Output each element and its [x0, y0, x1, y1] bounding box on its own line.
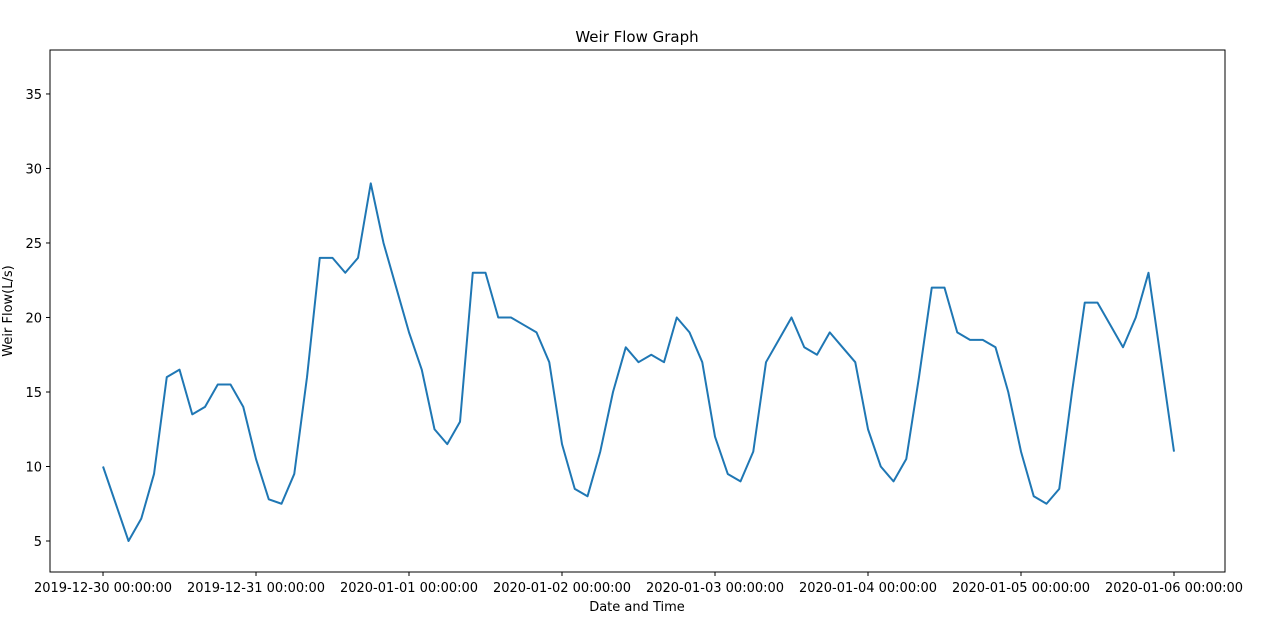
x-tick-label: 2020-01-05 00:00:00 — [952, 581, 1090, 596]
x-tick-label: 2020-01-06 00:00:00 — [1105, 581, 1243, 596]
y-tick-label: 25 — [25, 237, 42, 252]
y-tick-label: 30 — [25, 162, 42, 177]
y-tick-label: 20 — [25, 311, 42, 326]
x-tick-label: 2020-01-01 00:00:00 — [340, 581, 478, 596]
x-tick-label: 2020-01-03 00:00:00 — [646, 581, 784, 596]
data-line — [102, 182, 1175, 542]
x-tick-label: 2019-12-30 00:00:00 — [34, 581, 172, 596]
chart-title: Weir Flow Graph — [575, 28, 698, 46]
y-tick-label: 35 — [25, 88, 42, 103]
x-tick-label: 2019-12-31 00:00:00 — [187, 581, 325, 596]
y-axis-label: Weir Flow(L/s) — [1, 265, 16, 356]
y-tick-label: 15 — [25, 386, 42, 401]
x-axis-label: Date and Time — [589, 600, 685, 615]
x-tick-label: 2020-01-04 00:00:00 — [799, 581, 937, 596]
plot-frame — [49, 49, 1226, 573]
x-tick-label: 2020-01-02 00:00:00 — [493, 581, 631, 596]
y-tick-label: 5 — [34, 535, 42, 550]
y-tick-label: 10 — [25, 460, 42, 475]
